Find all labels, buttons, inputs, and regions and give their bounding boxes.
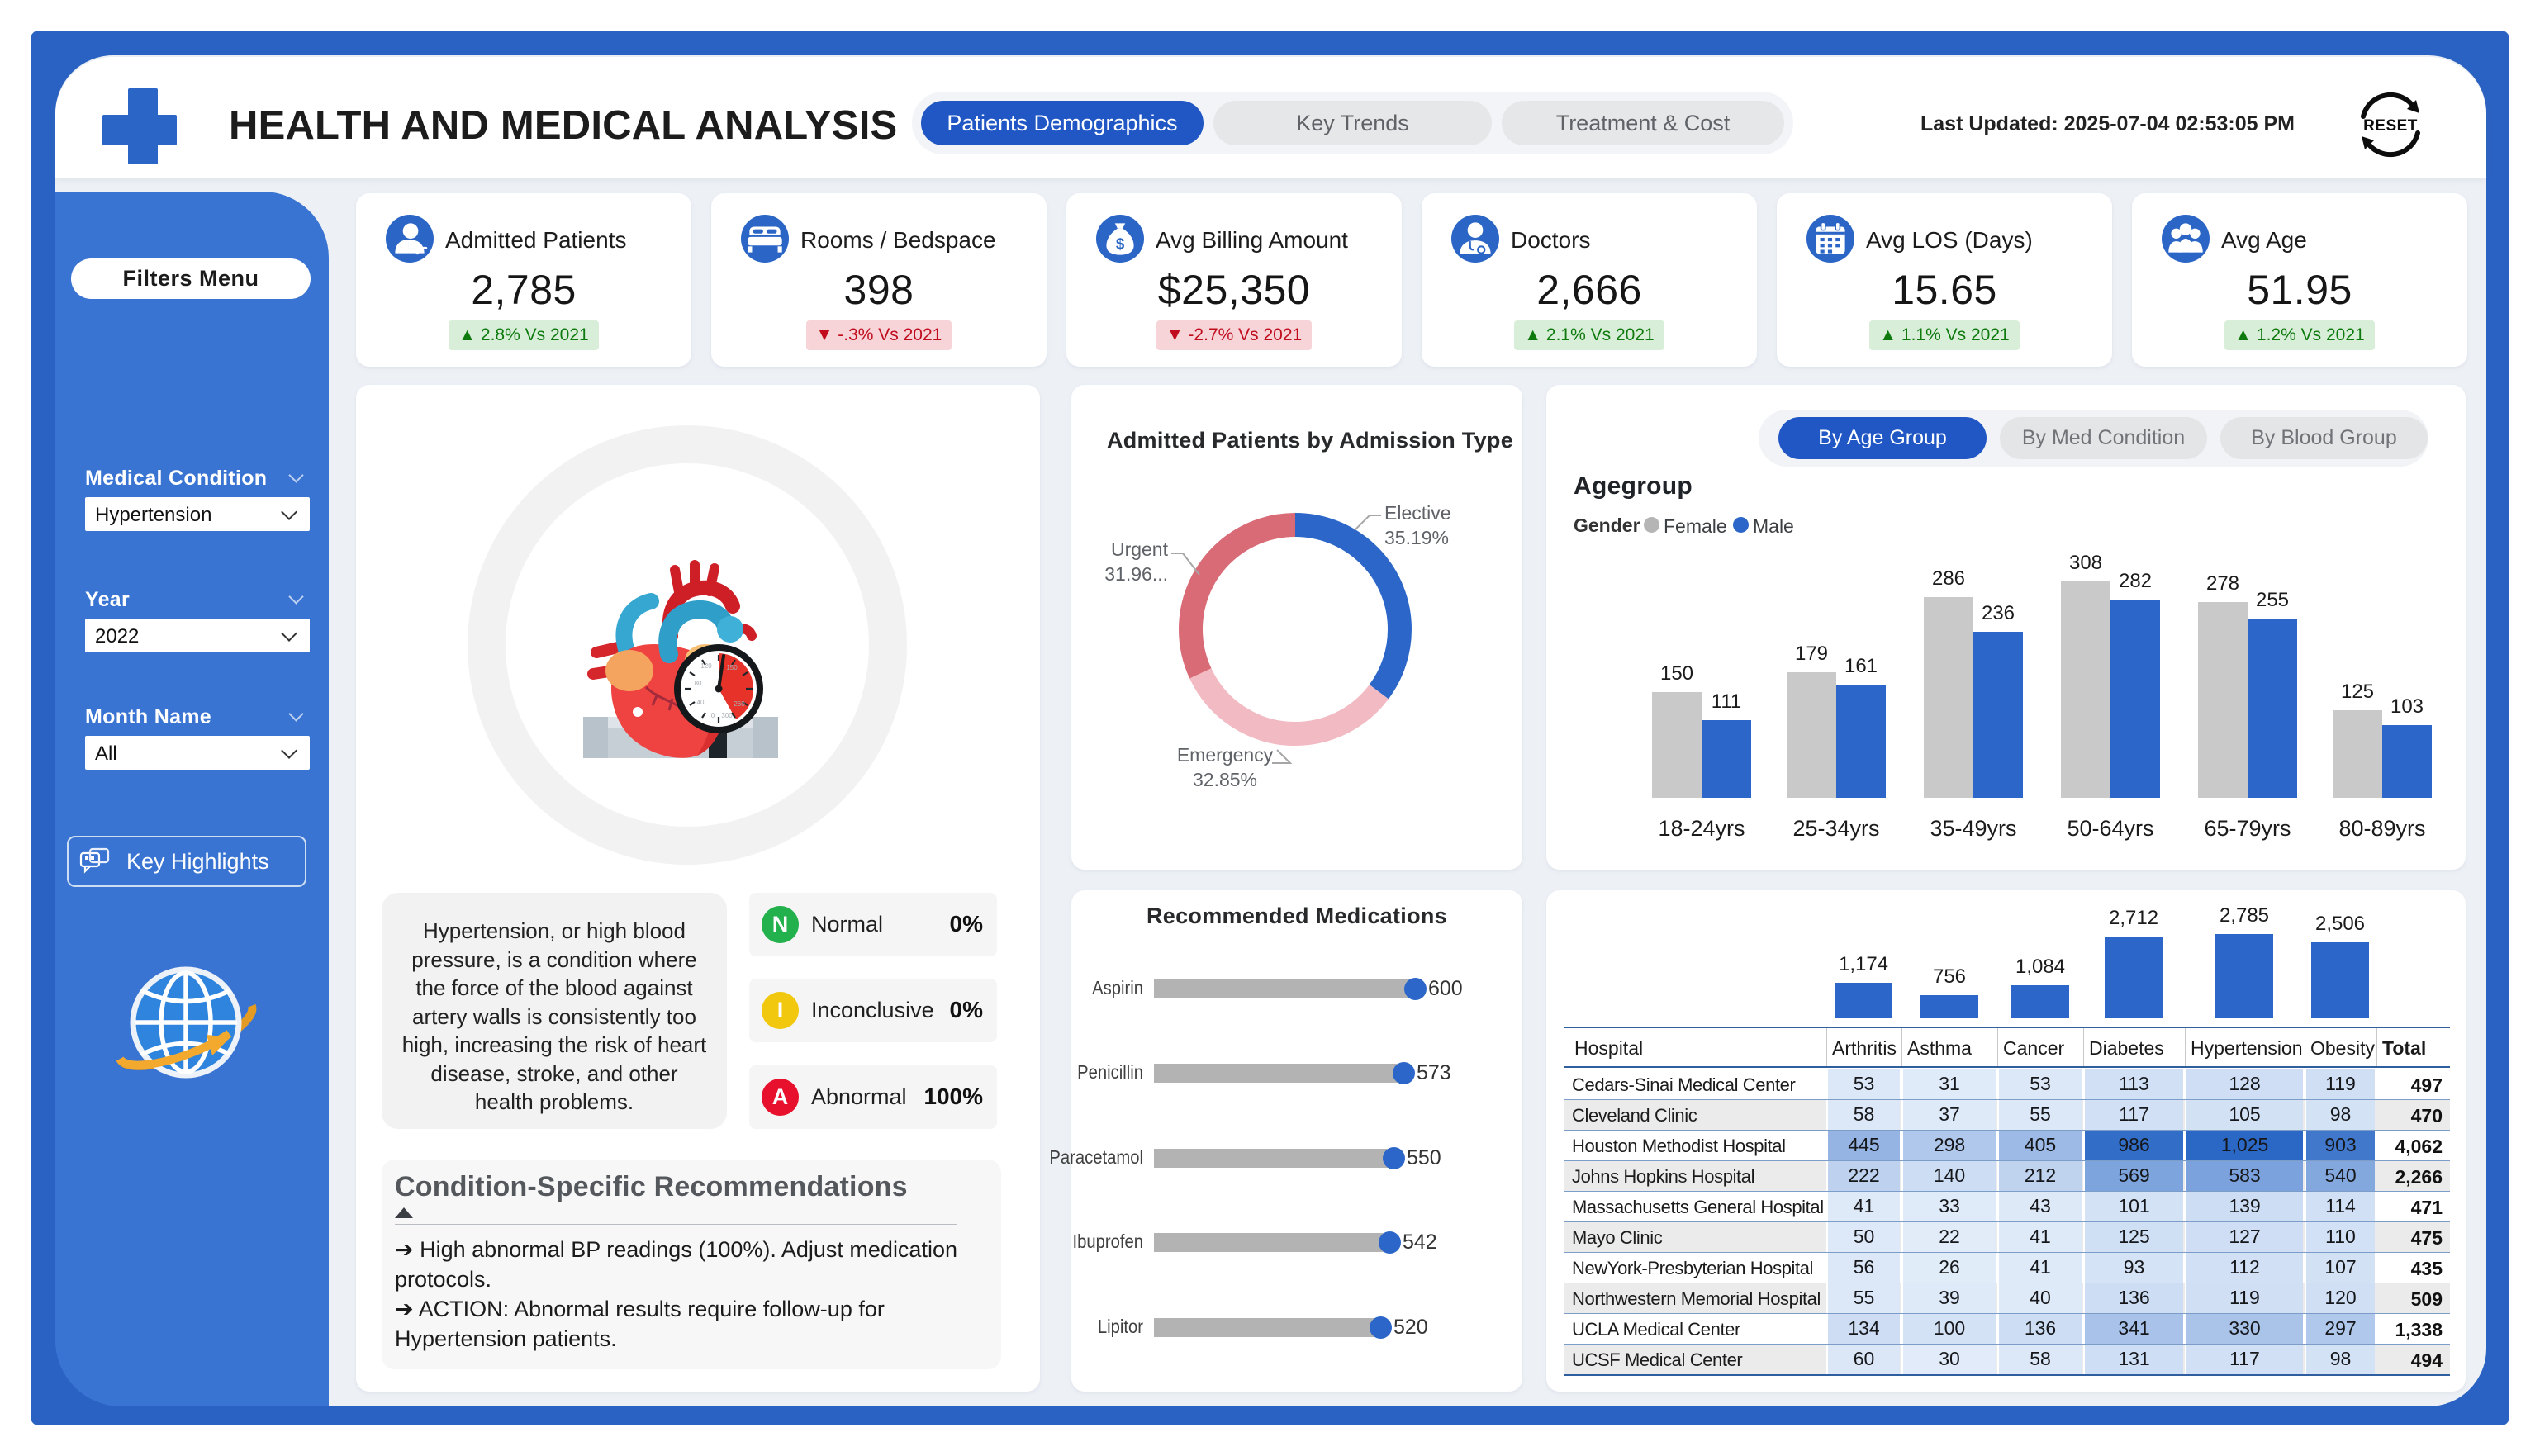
svg-text:40: 40 xyxy=(697,699,705,706)
svg-text:300: 300 xyxy=(721,712,733,719)
svg-text:RESET: RESET xyxy=(2363,117,2418,135)
svg-text:$: $ xyxy=(1116,235,1125,252)
svg-text:120: 120 xyxy=(700,662,712,670)
svg-text:80: 80 xyxy=(695,680,702,687)
svg-text:260: 260 xyxy=(734,700,745,708)
svg-text:150: 150 xyxy=(726,664,738,671)
svg-text:0: 0 xyxy=(711,712,715,719)
